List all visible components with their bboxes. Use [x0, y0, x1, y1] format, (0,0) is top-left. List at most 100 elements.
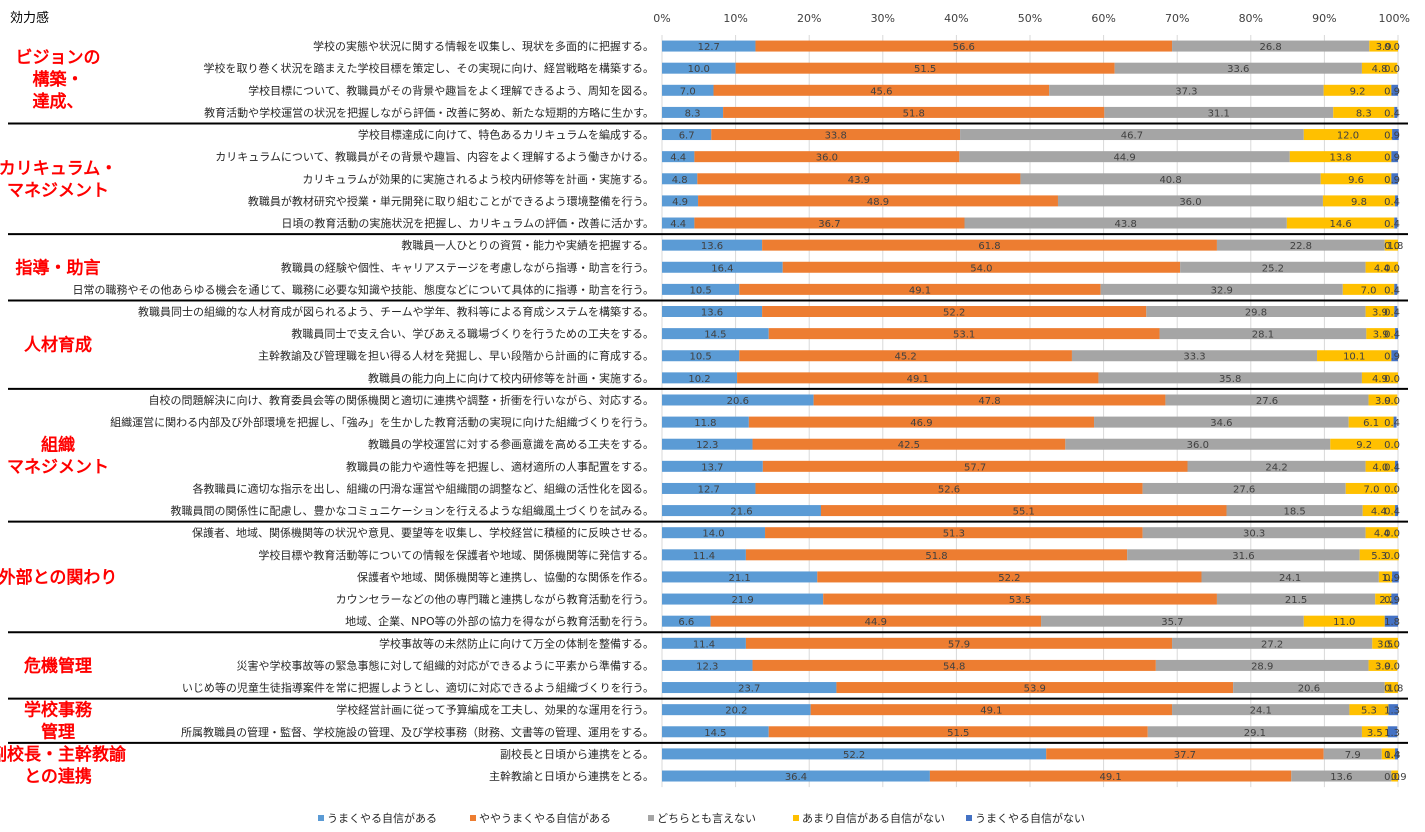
category-label: 日常の職務やその他あらゆる機会を通じて、職務に必要な知識や技能、態度などについて…	[73, 282, 654, 296]
bar-segment	[662, 549, 746, 561]
group-label: 達成、	[33, 91, 84, 112]
bar-segment	[694, 151, 960, 163]
bar-segment	[1394, 106, 1398, 118]
data-label: 1.8	[1387, 684, 1403, 695]
data-label: 0.0	[1384, 396, 1400, 407]
category-label: 学校を取り巻く状況を踏まえた学校目標を策定し、その実現に向け、経営戦略を構築する…	[204, 61, 654, 75]
bar-segment	[1155, 659, 1369, 671]
bar-segment	[1172, 40, 1370, 52]
bar-segment	[1216, 593, 1376, 605]
data-label: 34.6	[1210, 418, 1232, 429]
bar-segment	[810, 704, 1173, 716]
data-label: 12.3	[696, 440, 718, 451]
x-tick-label: 90%	[1312, 12, 1336, 25]
data-label: 0.9	[1391, 772, 1407, 783]
data-label: 46.7	[1121, 131, 1143, 142]
bar-row: 教職員が教材研究や授業・単元開発に取り組むことができるよう環境整備を行う。 4.9…	[248, 194, 1400, 208]
bar-segment	[737, 372, 1099, 384]
bar-segment	[1369, 40, 1398, 52]
data-label: 10.2	[688, 374, 710, 385]
legend-label: あまり自信がある自信がない	[802, 811, 945, 825]
bar-segment	[662, 62, 736, 74]
bar-segment	[1392, 571, 1399, 583]
data-label: 3.5	[1367, 728, 1383, 739]
data-label: 27.6	[1233, 484, 1255, 495]
data-label: 44.9	[865, 617, 887, 628]
data-label: 0.4	[1384, 330, 1400, 341]
data-label: 14.5	[704, 330, 726, 341]
bar-segment	[1394, 217, 1398, 229]
data-label: 47.8	[978, 396, 1000, 407]
legend-item: ややうまくやる自信がある	[470, 811, 611, 825]
bar-segment	[1226, 505, 1363, 517]
bar-segment	[1165, 394, 1369, 406]
data-label: 51.3	[943, 529, 965, 540]
bar-segment	[662, 306, 763, 317]
bar-segment	[723, 106, 1105, 118]
data-label: 11.8	[694, 418, 716, 429]
data-label: 36.0	[816, 153, 838, 164]
data-label: 12.7	[698, 42, 720, 53]
data-label: 57.7	[964, 462, 986, 473]
data-label: 4.4	[1374, 529, 1390, 540]
group-label: 外部との関わり	[0, 567, 117, 588]
data-label: 0.9	[1384, 573, 1400, 584]
category-label: 教職員間の関係性に配慮し、豊かなコミュニケーションを行えるような組織風土づくりを…	[171, 504, 654, 518]
bar-segment	[782, 261, 1181, 273]
bar-segment	[1378, 571, 1393, 583]
data-label: 4.4	[670, 219, 686, 230]
bar-segment	[1368, 659, 1398, 671]
bar-segment	[1187, 460, 1366, 472]
bar-row: 教職員の学校運営に対する参画意識を高める工夫をする。 12.3 42.5 36.0 9.…	[368, 437, 1400, 451]
category-label: 教職員の学校運営に対する参画意識を高める工夫をする。	[368, 437, 654, 451]
bar-segment	[1345, 482, 1398, 494]
category-label: 教職員が教材研究や授業・単元開発に取り組むことができるよう環境整備を行う。	[248, 194, 654, 208]
data-label: 61.8	[978, 241, 1000, 252]
legend-item: うまくやる自信がない	[966, 811, 1085, 825]
bar-segment	[662, 106, 724, 118]
bar-row: 自校の問題解決に向け、教育委員会等の関係機関と適切に連携や調整・折衝を行いながら…	[149, 393, 1400, 407]
category-label: 学校目標達成に向けて、特色あるカリキュラムを編成する。	[358, 128, 654, 142]
data-label: 4.9	[672, 197, 688, 208]
bar-segment	[1348, 416, 1394, 428]
data-label: 0.4	[1384, 418, 1400, 429]
data-label: 3.5	[1377, 639, 1393, 650]
bar-segment	[1387, 726, 1398, 738]
data-label: 4.9	[1372, 374, 1388, 385]
data-label: 21.9	[731, 595, 753, 606]
bar-row: カウンセラーなどの他の専門職と連携しながら教育活動を行う。 21.9 53.5 21.…	[336, 592, 1400, 606]
bar-row: 副校長と日頃から連携をとる。 52.2 37.7 7.9 1.80.4	[500, 747, 1400, 761]
bar-segment	[1362, 505, 1396, 517]
bar-segment	[662, 261, 783, 273]
bar-segment	[755, 482, 1143, 494]
bar-row: 学校経営計画に従って予算編成を工夫し、効果的な運用を行う。 20.2 49.1 24.…	[336, 703, 1400, 717]
group-label: 学校事務	[24, 700, 93, 721]
data-label: 0.9	[1384, 131, 1400, 142]
bar-segment	[1020, 173, 1321, 185]
bar-row: 教職員間の関係性に配慮し、豊かなコミュニケーションを行えるような組織風土づくりを…	[171, 504, 1400, 518]
bar-segment	[1342, 283, 1395, 295]
bar-segment	[662, 659, 753, 671]
bar-segment	[662, 482, 756, 494]
data-label: 3.9	[1375, 396, 1391, 407]
chart-title: 効力感	[10, 10, 49, 26]
data-label: 11.4	[693, 551, 715, 562]
data-label: 14.5	[704, 728, 726, 739]
data-label: 40.8	[1159, 175, 1181, 186]
category-label: 教職員同士で支え合い、学びあえる職場づくりを行うための工夫をする。	[291, 327, 654, 341]
data-label: 6.7	[679, 131, 695, 142]
group-label: 人材育成	[24, 335, 92, 356]
data-label: 7.9	[1345, 750, 1361, 761]
bar-segment	[1372, 637, 1398, 649]
data-label: 9.6	[1348, 175, 1364, 186]
data-label: 51.5	[914, 64, 936, 75]
data-label: 21.6	[730, 507, 752, 518]
data-label: 33.3	[1183, 352, 1205, 363]
bar-segment	[662, 328, 769, 340]
legend-swatch	[318, 815, 324, 821]
bar-segment	[813, 394, 1166, 406]
bar-segment	[1114, 62, 1362, 74]
group-label: 危機管理	[23, 655, 92, 676]
bar-segment	[662, 505, 821, 517]
data-label: 7.0	[1361, 285, 1377, 296]
